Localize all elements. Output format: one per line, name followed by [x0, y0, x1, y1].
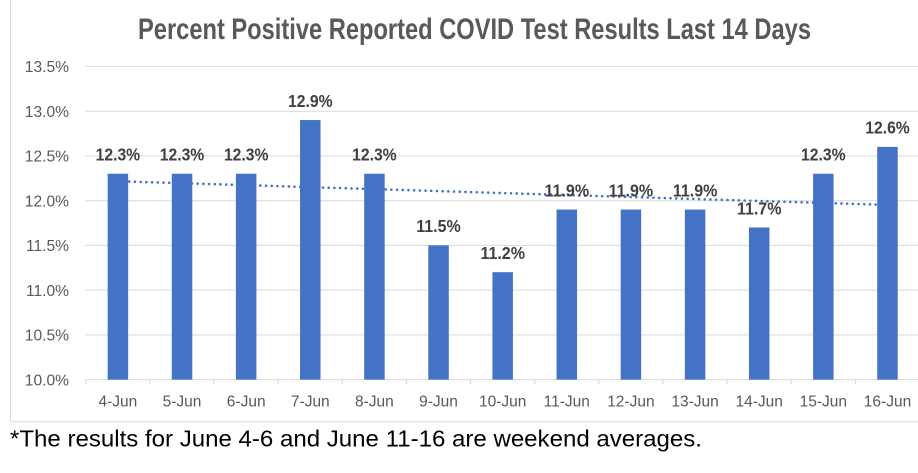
- svg-text:12.6%: 12.6%: [865, 118, 910, 138]
- svg-text:11.9%: 11.9%: [609, 180, 654, 200]
- svg-text:10.0%: 10.0%: [25, 372, 69, 389]
- svg-text:8-Jun: 8-Jun: [355, 394, 394, 411]
- svg-text:7-Jun: 7-Jun: [291, 394, 330, 411]
- svg-text:13.0%: 13.0%: [25, 104, 69, 121]
- svg-text:5-Jun: 5-Jun: [163, 394, 202, 411]
- svg-text:12.3%: 12.3%: [224, 145, 269, 165]
- svg-text:11-Jun: 11-Jun: [544, 394, 590, 411]
- svg-text:9-Jun: 9-Jun: [419, 394, 458, 411]
- svg-text:11.5%: 11.5%: [416, 216, 461, 236]
- svg-text:6-Jun: 6-Jun: [227, 394, 266, 411]
- svg-text:16-Jun: 16-Jun: [864, 394, 911, 411]
- svg-text:11.9%: 11.9%: [673, 180, 718, 200]
- svg-text:12.0%: 12.0%: [25, 193, 69, 210]
- svg-text:11.5%: 11.5%: [26, 238, 69, 255]
- svg-text:10-Jun: 10-Jun: [479, 394, 526, 411]
- svg-text:11.7%: 11.7%: [737, 198, 782, 218]
- svg-text:10.5%: 10.5%: [25, 328, 69, 345]
- svg-text:14-Jun: 14-Jun: [735, 394, 782, 411]
- svg-text:13.5%: 13.5%: [25, 59, 69, 76]
- svg-text:11.2%: 11.2%: [480, 243, 525, 263]
- svg-text:13-Jun: 13-Jun: [671, 394, 718, 411]
- svg-text:11.0%: 11.0%: [26, 283, 69, 300]
- svg-text:12-Jun: 12-Jun: [607, 394, 654, 411]
- svg-text:12.9%: 12.9%: [288, 91, 333, 111]
- svg-text:12.3%: 12.3%: [160, 145, 205, 165]
- svg-text:12.3%: 12.3%: [96, 145, 141, 165]
- svg-text:4-Jun: 4-Jun: [99, 394, 138, 411]
- svg-text:11.9%: 11.9%: [545, 180, 590, 200]
- svg-text:Percent Positive Reported COVI: Percent Positive Reported COVID Test Res…: [138, 13, 811, 46]
- svg-text:12.3%: 12.3%: [352, 145, 397, 165]
- svg-text:15-Jun: 15-Jun: [800, 394, 847, 411]
- svg-text:*The results for June 4-6 and: *The results for June 4-6 and June 11-16…: [10, 426, 702, 452]
- svg-text:12.3%: 12.3%: [801, 145, 846, 165]
- svg-text:12.5%: 12.5%: [25, 149, 69, 166]
